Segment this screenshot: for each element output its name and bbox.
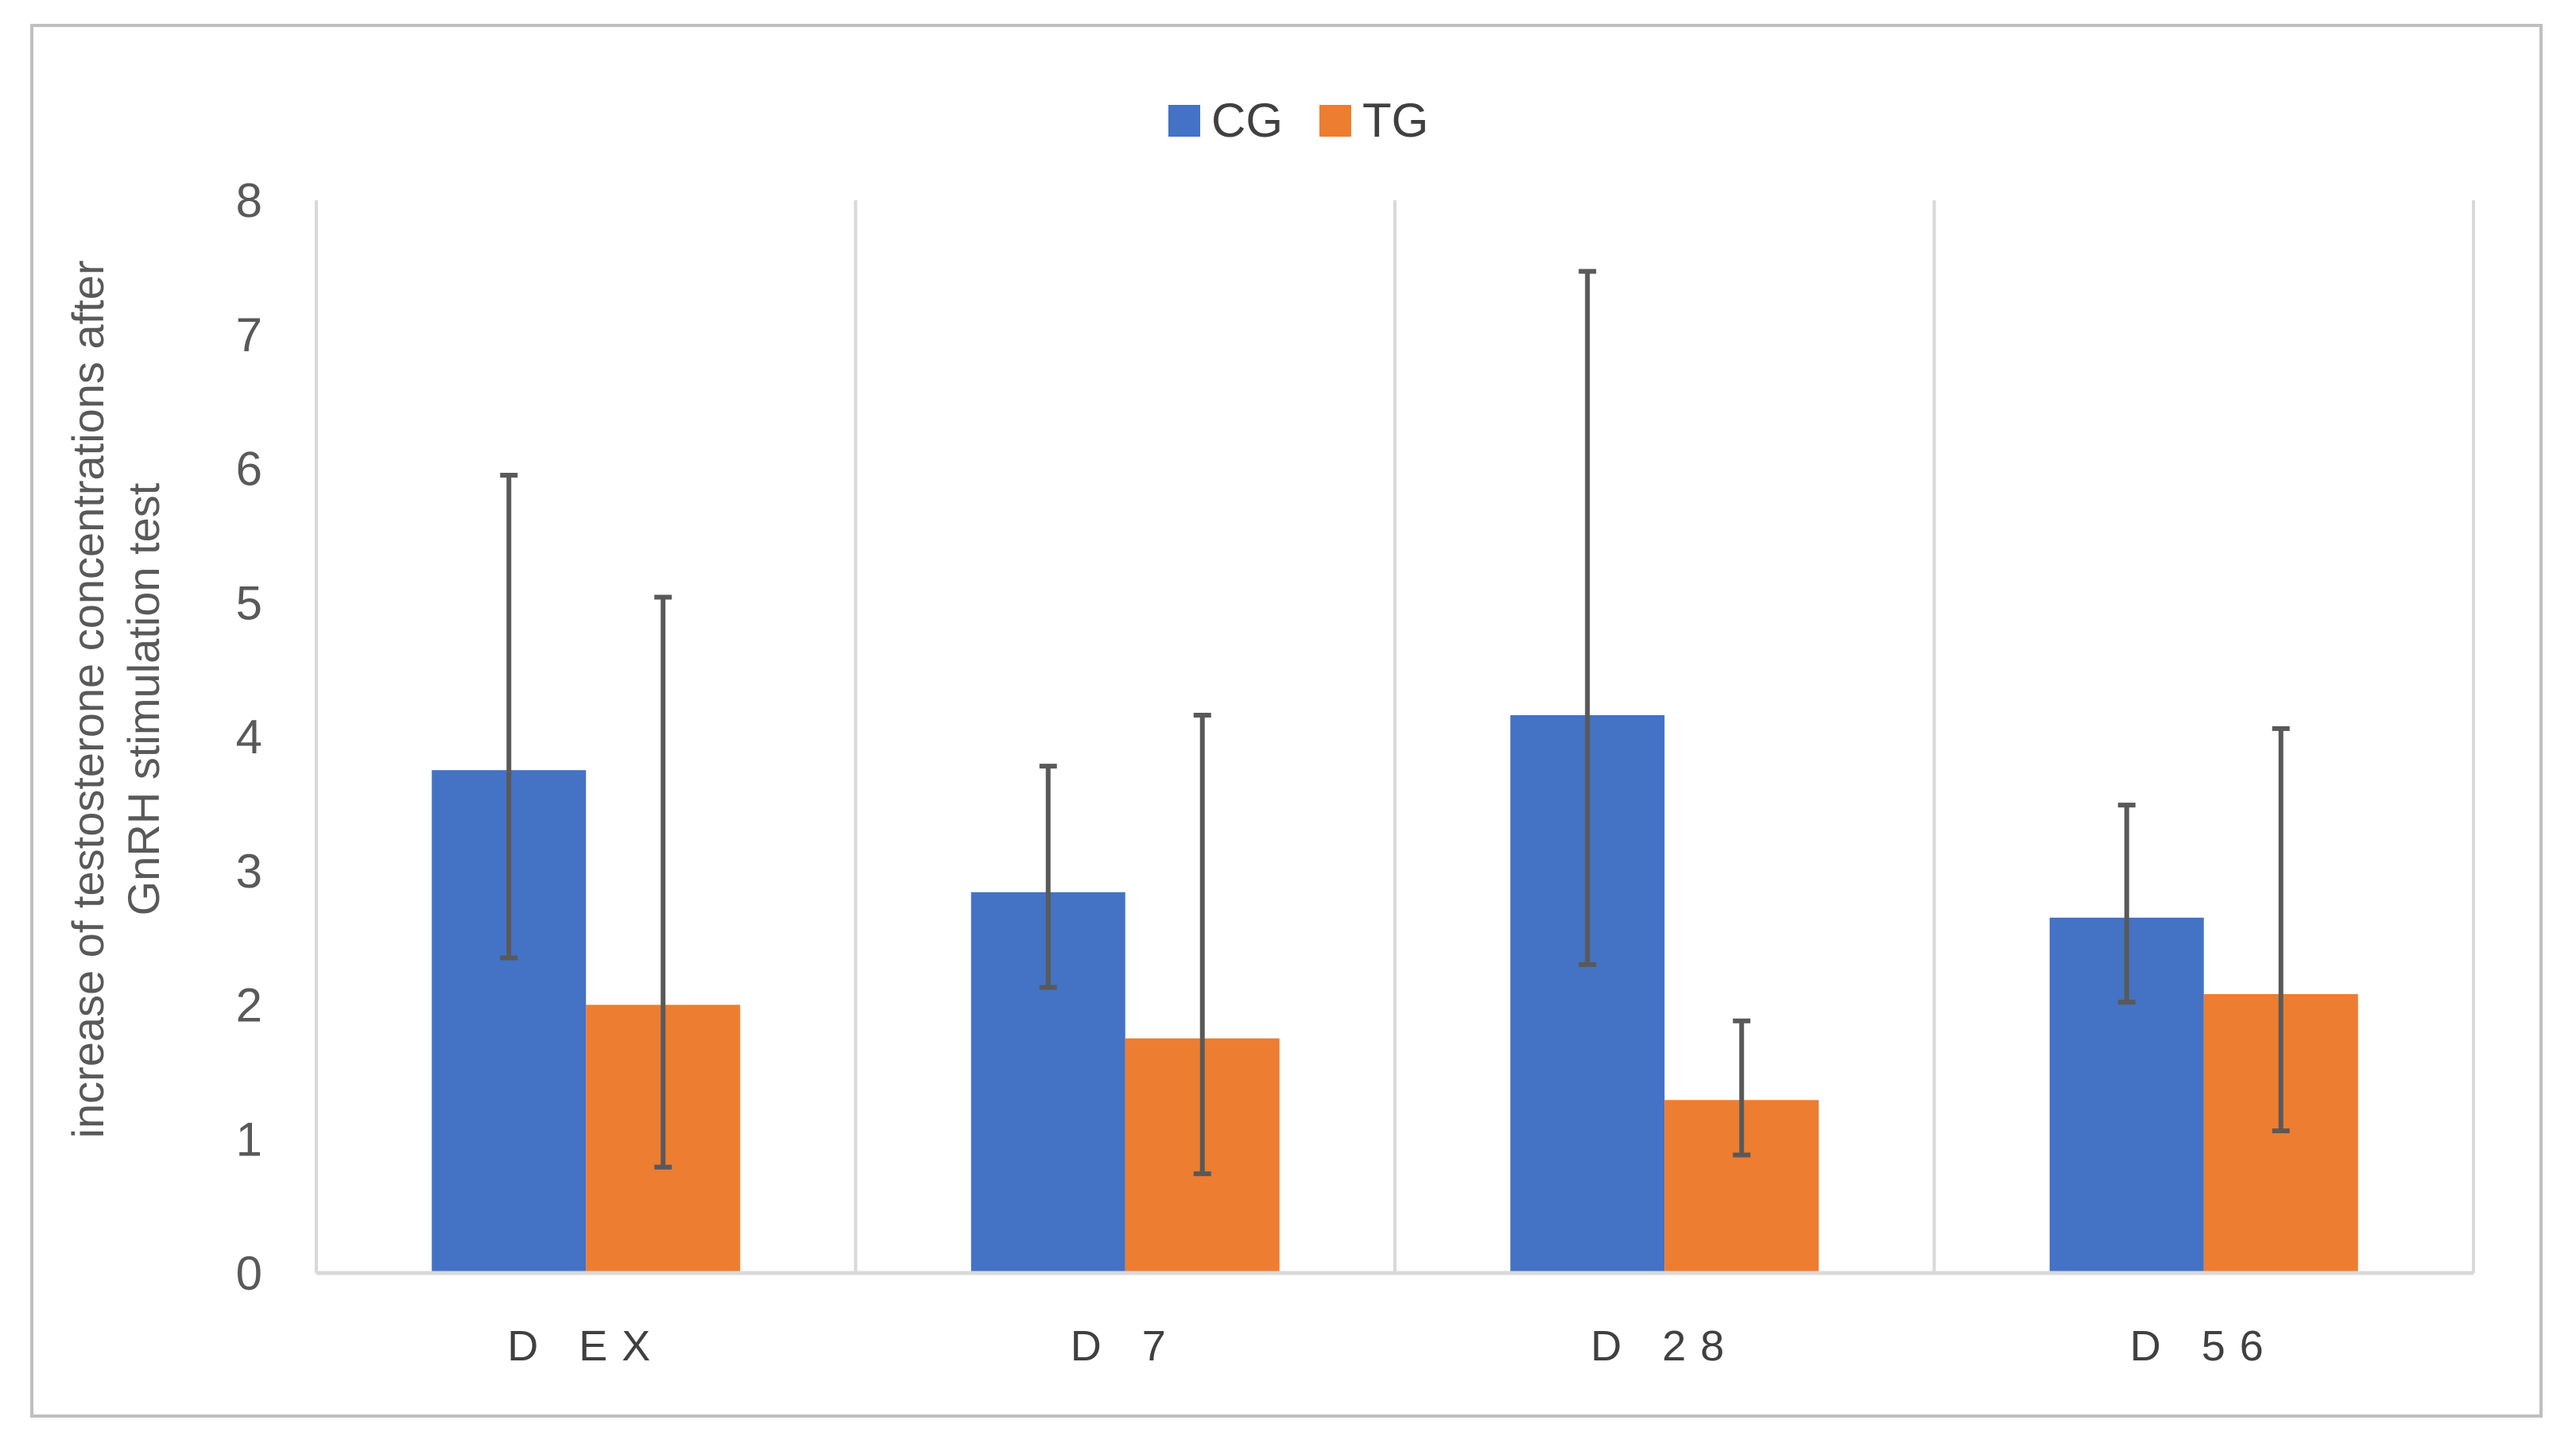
y-axis-title: increase of testosterone concentrations …: [63, 260, 169, 1138]
x-tick-label: D EX: [507, 1322, 664, 1370]
label-layer: 0 1 2 3 4 5 6 7 8 D EX D 7 D 28 D 56: [236, 174, 2278, 1370]
legend-label-tg: TG: [1362, 94, 1428, 147]
y-tick-label: 1: [236, 1112, 262, 1166]
legend-swatch-cg: [1168, 105, 1200, 137]
x-tick-label: D 56: [2130, 1322, 2278, 1370]
y-tick-label: 2: [236, 979, 262, 1032]
y-tick-label: 3: [236, 845, 262, 898]
legend: CG TG: [1168, 94, 1428, 147]
error-bar-layer: [500, 269, 2290, 1177]
y-tick-label: 0: [236, 1247, 262, 1300]
y-tick-label: 7: [236, 308, 262, 362]
y-tick-label: 8: [236, 174, 262, 227]
x-tick-label: D 7: [1071, 1322, 1180, 1370]
y-axis-title-line-1: increase of testosterone concentrations …: [63, 260, 113, 1138]
legend-label-cg: CG: [1211, 94, 1283, 147]
y-tick-label: 5: [236, 576, 262, 629]
y-axis-title-line-2: GnRH stimulation test: [118, 482, 169, 915]
legend-swatch-tg: [1319, 105, 1351, 137]
y-tick-label: 6: [236, 443, 262, 496]
y-tick-label: 4: [236, 710, 262, 764]
x-tick-label: D 28: [1590, 1322, 1738, 1370]
grid-layer: [315, 200, 2475, 1273]
